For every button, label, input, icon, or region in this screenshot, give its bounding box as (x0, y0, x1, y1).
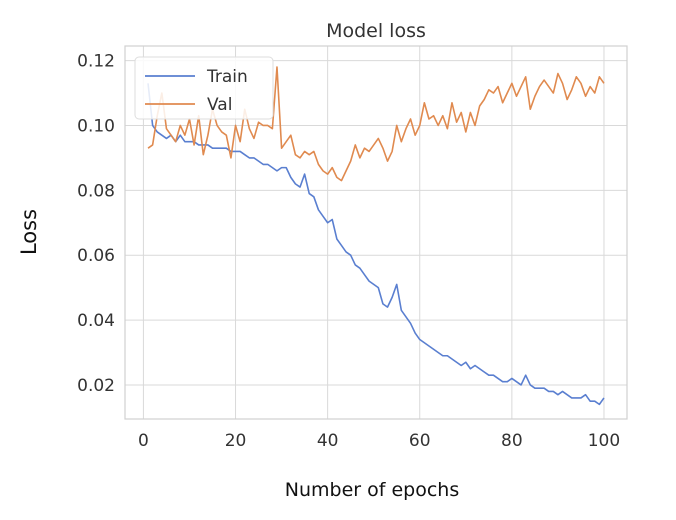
x-tick-label: 100 (588, 431, 620, 451)
x-tick-labels: 0 20 40 60 80 100 (138, 431, 620, 451)
x-tick-label: 80 (501, 431, 523, 451)
y-tick-label: 0.02 (77, 376, 115, 396)
x-tick-label: 60 (409, 431, 431, 451)
series-lines (147, 66, 605, 406)
y-tick-label: 0.12 (77, 52, 115, 72)
y-tick-label: 0.10 (77, 116, 115, 136)
plot-area-frame (124, 45, 628, 420)
series-line-train (147, 83, 605, 406)
series-line-val (147, 66, 605, 182)
y-tick-label: 0.04 (77, 311, 115, 331)
y-tick-label: 0.08 (77, 181, 115, 201)
y-tick-labels: 0.02 0.04 0.06 0.08 0.10 0.12 (77, 52, 115, 396)
x-tick-label: 20 (225, 431, 247, 451)
x-axis-label: Number of epochs (285, 479, 459, 501)
legend-label-train: Train (206, 67, 248, 87)
legend: Train Val (134, 56, 274, 120)
legend-label-val: Val (207, 95, 232, 115)
y-tick-label: 0.06 (77, 246, 115, 266)
legend-box (134, 56, 274, 120)
y-axis-label: Loss (17, 209, 41, 255)
chart-title: Model loss (326, 20, 426, 42)
x-tick-label: 0 (138, 431, 149, 451)
x-tick-label: 40 (317, 431, 339, 451)
